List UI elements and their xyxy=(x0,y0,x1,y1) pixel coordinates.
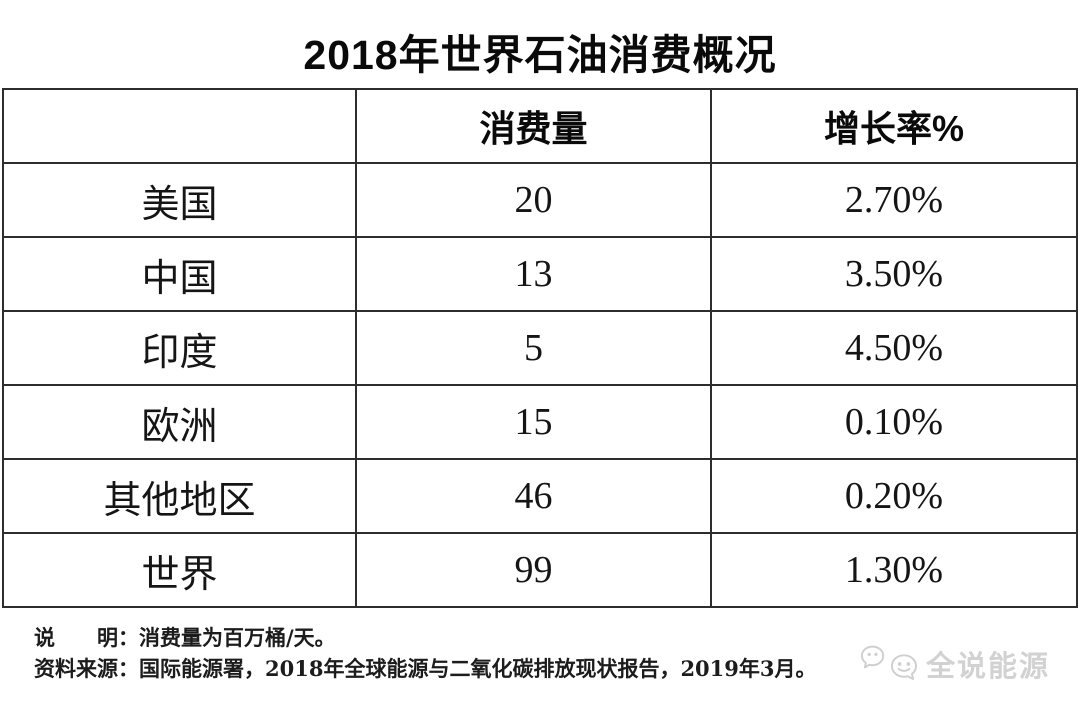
footer-notes: 说 明：消费量为百万桶/天。 资料来源：国际能源署，2018年全球能源与二氧化碳… xyxy=(0,608,1080,684)
table-row: 印度 5 4.50% xyxy=(2,310,1078,386)
brand-watermark: 全说能源 xyxy=(860,643,1050,685)
column-header-consumption: 消费量 xyxy=(355,88,712,164)
header-row: 消费量 增长率% xyxy=(2,88,1078,164)
growth-rate-cell: 4.50% xyxy=(710,310,1078,386)
region-cell: 美国 xyxy=(2,162,357,238)
note-line: 说 明：消费量为百万桶/天。 xyxy=(34,625,336,650)
growth-rate-cell: 0.10% xyxy=(710,384,1078,460)
region-cell: 其他地区 xyxy=(2,458,357,534)
growth-rate-cell: 3.50% xyxy=(710,236,1078,312)
table-row: 世界 99 1.30% xyxy=(2,532,1078,608)
consumption-cell: 46 xyxy=(355,458,712,534)
consumption-cell: 13 xyxy=(355,236,712,312)
region-cell: 中国 xyxy=(2,236,357,312)
page-title: 2018年世界石油消费概况 xyxy=(303,32,777,78)
table-row: 美国 20 2.70% xyxy=(2,162,1078,238)
region-cell: 印度 xyxy=(2,310,357,386)
column-header-region xyxy=(2,88,357,164)
region-cell: 欧洲 xyxy=(2,384,357,460)
consumption-cell: 15 xyxy=(355,384,712,460)
chat-bubbles-icon xyxy=(860,644,918,684)
growth-rate-cell: 0.20% xyxy=(710,458,1078,534)
table-row: 欧洲 15 0.10% xyxy=(2,384,1078,460)
consumption-cell: 20 xyxy=(355,162,712,238)
column-header-growth-rate: 增长率% xyxy=(710,88,1078,164)
source-line: 资料来源：国际能源署，2018年全球能源与二氧化碳排放现状报告，2019年3月。 xyxy=(34,656,817,681)
region-cell: 世界 xyxy=(2,532,357,608)
growth-rate-cell: 1.30% xyxy=(710,532,1078,608)
table-row: 其他地区 46 0.20% xyxy=(2,458,1078,534)
growth-rate-cell: 2.70% xyxy=(710,162,1078,238)
consumption-cell: 5 xyxy=(355,310,712,386)
brand-watermark-label: 全说能源 xyxy=(925,651,1050,683)
table-row: 中国 13 3.50% xyxy=(2,236,1078,312)
oil-consumption-table: 消费量 增长率% 美国 20 2.70% 中国 13 3.50% 印度 5 4.… xyxy=(2,88,1078,608)
consumption-cell: 99 xyxy=(355,532,712,608)
